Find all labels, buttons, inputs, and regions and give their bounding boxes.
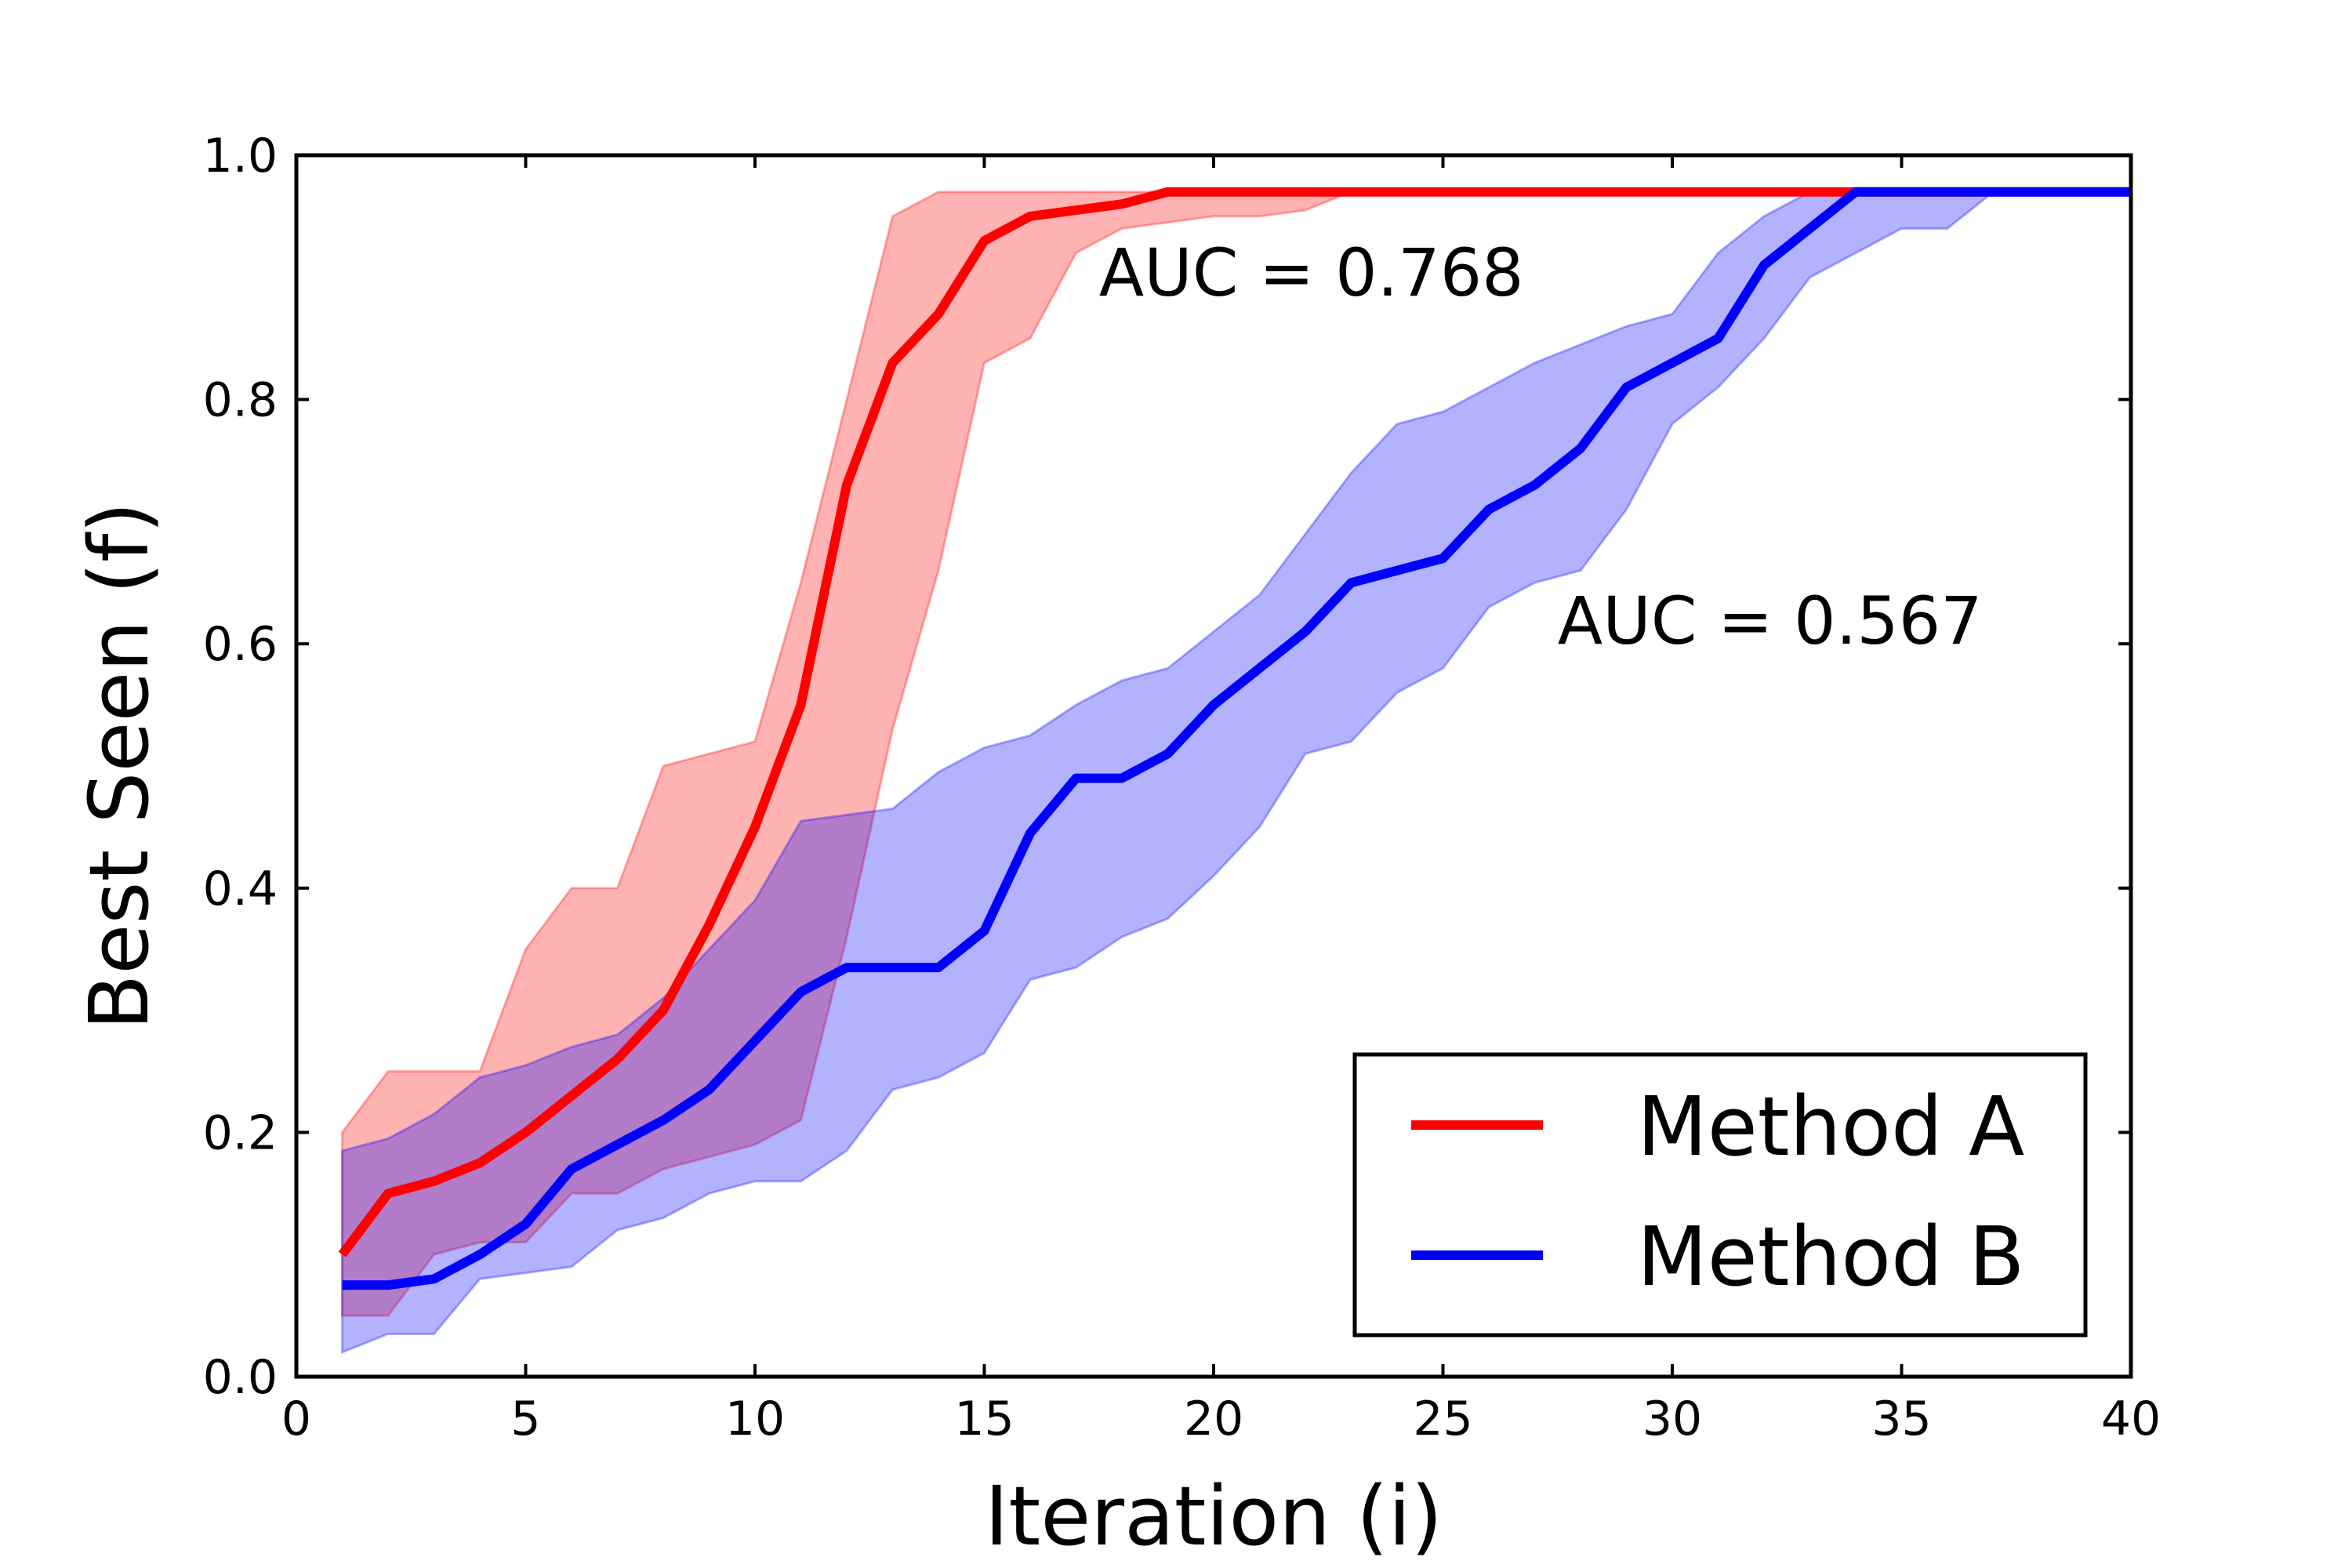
annotations: AUC = 0.768 AUC = 0.567: [1099, 234, 1983, 659]
x-tick-label: 25: [1413, 1392, 1472, 1446]
auc-annotation-method-b: AUC = 0.567: [1558, 583, 1983, 659]
legend: Method A Method B: [1352, 1052, 2088, 1338]
x-tick-label: 15: [954, 1392, 1014, 1446]
y-axis-label: Best Seen (f): [71, 502, 167, 1030]
x-tick-label: 40: [2101, 1392, 2161, 1446]
x-axis-label: Iteration (i): [985, 1468, 1443, 1564]
legend-box: [1352, 1052, 2088, 1338]
axis-ticks: [295, 154, 2132, 1378]
x-tick-label: 0: [281, 1392, 311, 1446]
y-tick-label: 0.4: [203, 862, 278, 916]
legend-label-method-a: Method A: [1637, 1079, 2024, 1174]
x-tick-label: 10: [725, 1392, 785, 1446]
x-tick-label: 20: [1184, 1392, 1243, 1446]
legend-label-method-b: Method B: [1637, 1209, 2024, 1305]
line-method-b: [342, 187, 2131, 1290]
x-tick-label: 5: [510, 1392, 540, 1446]
y-tick-label: 0.6: [203, 617, 278, 672]
series-lines: [338, 187, 2131, 1290]
y-tick-label: 0.8: [203, 373, 278, 428]
x-tick-label: 30: [1642, 1392, 1702, 1446]
tick-labels: 0 5 10 15 20 25 30 35 40 0.0 0.2 0.4 0.6 0.8 1.0: [203, 129, 2161, 1446]
auc-annotation-method-a: AUC = 0.768: [1099, 234, 1524, 311]
line-method-a: [338, 187, 2131, 1258]
y-tick-label: 0.0: [203, 1350, 278, 1405]
x-tick-label: 35: [1871, 1392, 1931, 1446]
y-tick-label: 0.2: [203, 1105, 278, 1160]
y-tick-label: 1.0: [203, 129, 278, 183]
